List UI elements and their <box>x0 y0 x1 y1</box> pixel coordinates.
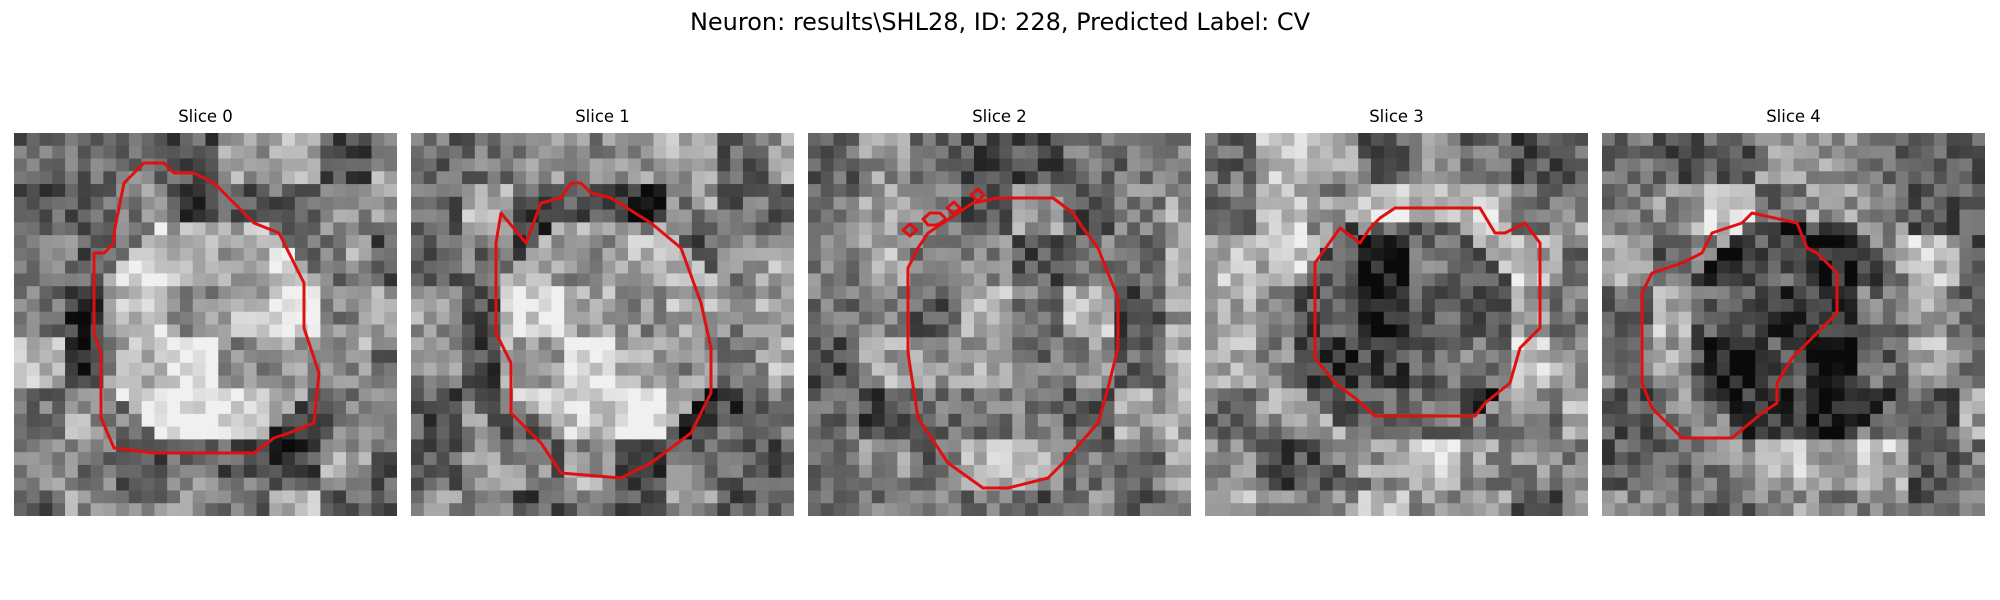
slice-2-pixels <box>808 133 1191 516</box>
slice-image-3 <box>1205 133 1588 516</box>
slice-title-3: Slice 3 <box>1369 107 1424 126</box>
roi-contour-2-fragment-a <box>901 222 919 238</box>
roi-contour-4 <box>1640 211 1839 440</box>
slice-image-2 <box>808 133 1191 516</box>
roi-contour-2-fragment-d <box>969 187 986 203</box>
slice-panel-3: Slice 3 <box>1205 106 1588 516</box>
slice-title-2: Slice 2 <box>972 107 1027 126</box>
roi-contour-2-fragment-b <box>921 211 948 227</box>
slice-image-4 <box>1602 133 1985 516</box>
slice-panel-0: Slice 0 <box>14 106 397 516</box>
slice-panel-2: Slice 2 <box>808 106 1191 516</box>
roi-contour-2-fragment-c <box>945 200 962 216</box>
roi-contour-2 <box>906 196 1120 490</box>
slice-image-0 <box>14 133 397 516</box>
slice-1-pixels <box>411 133 794 516</box>
slice-0-pixels <box>14 133 397 516</box>
roi-contour-1 <box>494 181 713 480</box>
roi-contour-3 <box>1313 206 1542 418</box>
slice-panel-1: Slice 1 <box>411 106 794 516</box>
slice-3-pixels <box>1205 133 1588 516</box>
slice-panel-4: Slice 4 <box>1602 106 1985 516</box>
figure-title: Neuron: results\SHL28, ID: 228, Predicte… <box>689 8 1311 36</box>
roi-contour-0 <box>92 161 321 455</box>
slice-image-1 <box>411 133 794 516</box>
slice-title-0: Slice 0 <box>178 107 233 126</box>
slice-4-pixels <box>1602 133 1985 516</box>
slice-title-1: Slice 1 <box>575 107 630 126</box>
slice-title-4: Slice 4 <box>1766 107 1821 126</box>
